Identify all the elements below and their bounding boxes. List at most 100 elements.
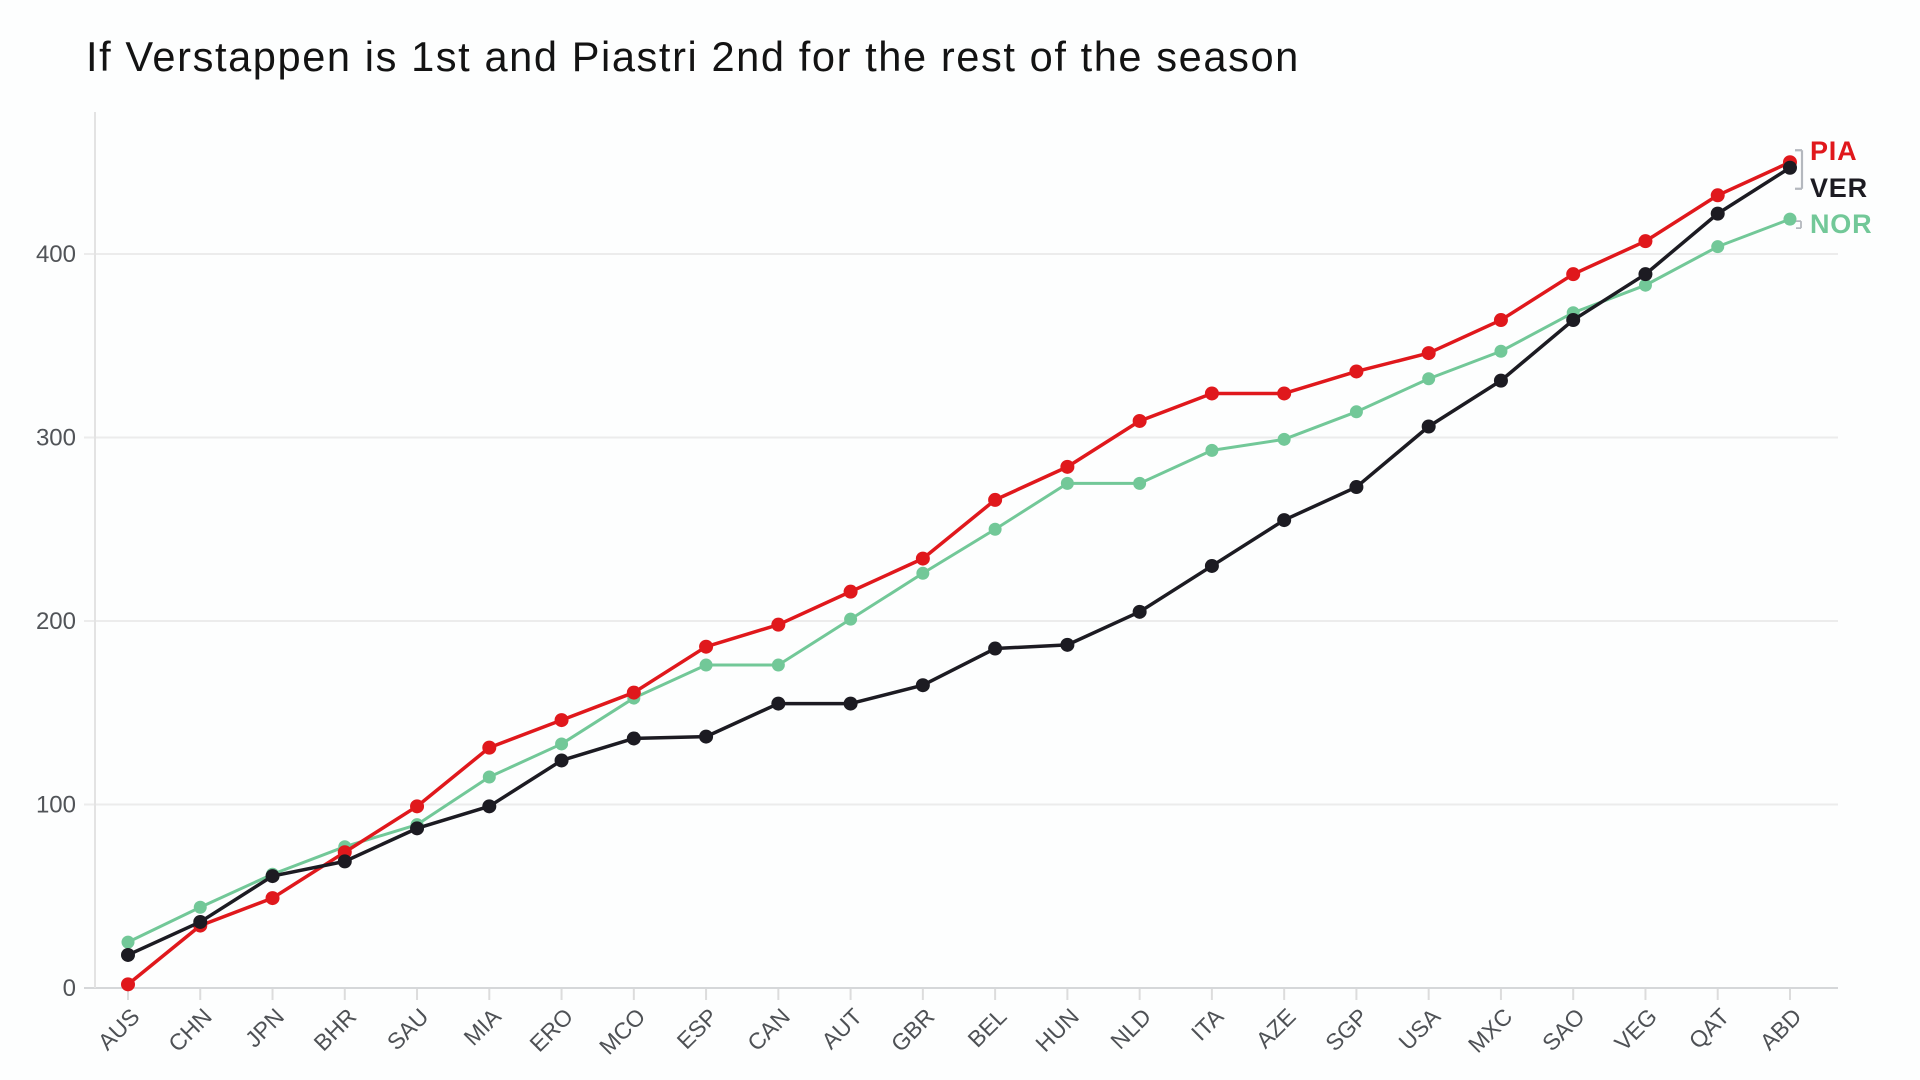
- data-point-nor: [1494, 344, 1508, 358]
- data-point-pia: [1277, 386, 1292, 401]
- data-point-pia: [1060, 459, 1075, 474]
- data-point-nor: [1060, 476, 1074, 490]
- x-tick-label: ITA: [1186, 1003, 1229, 1046]
- data-point-nor: [916, 566, 930, 580]
- data-point-nor: [193, 900, 207, 914]
- data-point-nor: [1711, 240, 1725, 254]
- data-point-pia: [265, 891, 280, 906]
- data-point-ver: [1204, 558, 1219, 573]
- data-point-nor: [555, 737, 569, 751]
- data-point-ver: [626, 731, 641, 746]
- x-tick-label: AUS: [93, 1003, 145, 1055]
- x-tick-label: AZE: [1251, 1003, 1301, 1053]
- series-line-ver: [126, 166, 1792, 957]
- x-tick-label: JPN: [240, 1003, 289, 1052]
- data-point-nor: [844, 612, 858, 626]
- data-point-ver: [1493, 373, 1508, 388]
- x-tick-label: MCO: [594, 1003, 650, 1059]
- data-point-pia: [915, 551, 930, 566]
- data-point-ver: [1782, 160, 1797, 175]
- data-point-pia: [554, 713, 569, 728]
- x-tick-label: BEL: [963, 1003, 1012, 1052]
- data-point-nor: [1349, 405, 1363, 419]
- data-point-ver: [1638, 267, 1653, 282]
- data-point-nor: [988, 522, 1002, 536]
- data-point-nor: [482, 770, 496, 784]
- data-point-ver: [1421, 419, 1436, 434]
- data-point-nor: [1133, 476, 1147, 490]
- x-tick-label: ERO: [524, 1003, 578, 1057]
- data-point-ver: [121, 947, 135, 962]
- data-point-pia: [843, 584, 858, 599]
- x-tick-label: USA: [1393, 1003, 1445, 1055]
- data-point-pia: [121, 977, 135, 992]
- x-tick-label: MIA: [459, 1003, 507, 1051]
- data-point-ver: [1060, 637, 1075, 652]
- data-point-ver: [410, 821, 425, 836]
- y-tick-label: 300: [36, 425, 76, 452]
- data-point-pia: [482, 740, 497, 755]
- data-point-ver: [843, 696, 858, 711]
- data-point-pia: [410, 799, 425, 814]
- data-point-nor: [1783, 212, 1797, 226]
- series-line-pia: [126, 160, 1792, 987]
- data-point-nor: [121, 935, 135, 949]
- data-point-nor: [1638, 278, 1652, 292]
- x-tick-label: ABD: [1755, 1003, 1807, 1055]
- series-line-nor: [126, 217, 1792, 944]
- x-tick-label: SGP: [1320, 1003, 1373, 1056]
- data-point-nor: [699, 658, 713, 672]
- chart-title: If Verstappen is 1st and Piastri 2nd for…: [86, 33, 1300, 80]
- legend-label-ver: VER: [1810, 173, 1868, 203]
- x-tick-label: SAO: [1537, 1003, 1590, 1056]
- data-point-ver: [337, 854, 352, 869]
- data-point-pia: [1566, 267, 1581, 282]
- data-point-pia: [1493, 313, 1508, 328]
- data-point-pia: [771, 617, 786, 632]
- data-point-nor: [1422, 372, 1436, 386]
- data-point-ver: [1710, 206, 1725, 221]
- data-point-ver: [482, 799, 497, 814]
- data-point-pia: [626, 685, 641, 700]
- data-point-ver: [1277, 513, 1292, 528]
- data-point-pia: [1349, 364, 1364, 379]
- data-point-ver: [554, 753, 569, 768]
- data-point-nor: [771, 658, 785, 672]
- data-point-pia: [1421, 346, 1436, 361]
- y-tick-label: 0: [63, 975, 76, 1002]
- data-point-ver: [771, 696, 786, 711]
- data-point-ver: [265, 869, 280, 884]
- x-tick-label: BHR: [309, 1003, 362, 1056]
- data-point-nor: [1205, 443, 1219, 457]
- data-point-ver: [988, 641, 1003, 656]
- data-point-pia: [1132, 413, 1147, 428]
- data-point-pia: [988, 492, 1003, 507]
- x-tick-label: AUT: [816, 1003, 867, 1054]
- legend-label-pia: PIA: [1810, 136, 1858, 166]
- legend-label-nor: NOR: [1810, 209, 1873, 239]
- x-tick-label: NLD: [1105, 1003, 1156, 1054]
- y-tick-label: 100: [36, 792, 76, 819]
- x-tick-label: HUN: [1030, 1003, 1084, 1057]
- data-point-ver: [699, 729, 714, 744]
- x-tick-label: ESP: [672, 1003, 723, 1054]
- gap-bracket-nor-end: [1796, 220, 1802, 230]
- data-point-ver: [1566, 313, 1581, 328]
- x-tick-label: CHN: [163, 1003, 217, 1057]
- gap-bracket-pia-ver: [1795, 149, 1804, 190]
- data-point-pia: [1204, 386, 1219, 401]
- data-point-ver: [193, 914, 208, 929]
- y-tick-label: 400: [36, 241, 76, 268]
- x-tick-label: QAT: [1684, 1003, 1735, 1054]
- data-point-nor: [1277, 432, 1291, 446]
- x-tick-label: CAN: [742, 1003, 795, 1056]
- data-point-ver: [1132, 604, 1147, 619]
- x-tick-label: SAU: [382, 1003, 434, 1055]
- x-tick-label: MXC: [1463, 1003, 1518, 1058]
- data-point-ver: [1349, 480, 1364, 495]
- x-tick-label: GBR: [886, 1003, 940, 1057]
- data-point-pia: [1638, 234, 1653, 249]
- data-point-pia: [699, 639, 714, 654]
